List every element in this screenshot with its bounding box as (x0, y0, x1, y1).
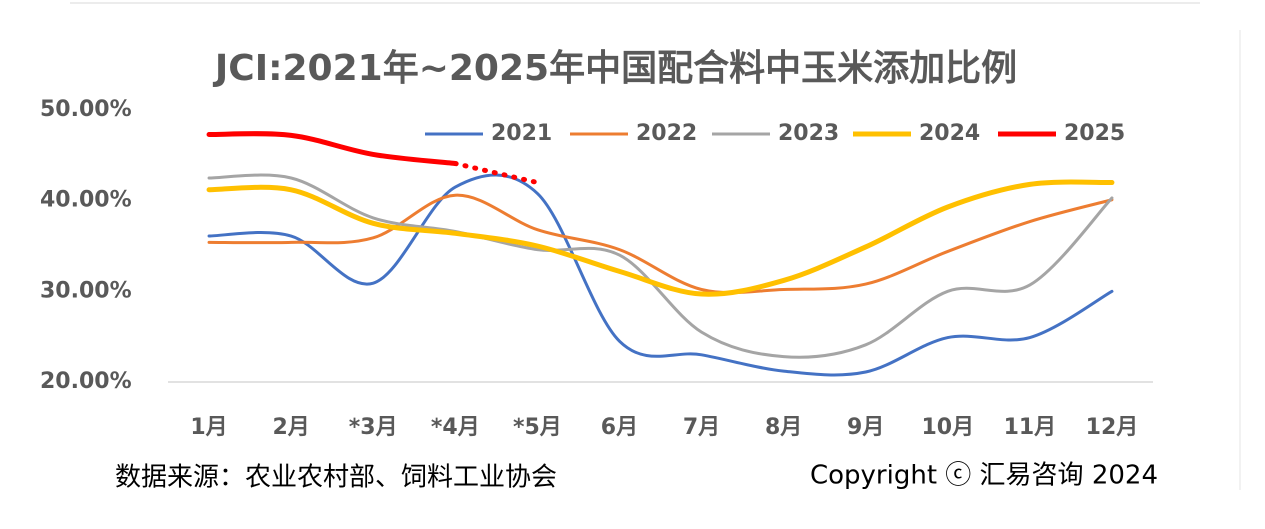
x-tick-label: 6月 (601, 415, 638, 440)
x-tick-label: 11月 (1004, 415, 1057, 440)
series-line (207, 173, 1114, 377)
x-tick-label: 2月 (272, 415, 309, 440)
y-tick-label: 30.00% (40, 278, 132, 303)
x-tick-label: 9月 (847, 415, 884, 440)
copyright: Copyright ⓒ 汇易咨询 2024 (810, 461, 1158, 491)
series-line (206, 131, 458, 166)
series-line (207, 193, 1114, 295)
series-line (206, 179, 1115, 297)
x-tick-label: 1月 (190, 415, 227, 440)
source: 数据来源：农业农村部、饲料工业协会 (115, 463, 557, 493)
x-tick-label: 8月 (765, 415, 802, 440)
legend-label: 2025 (1064, 121, 1125, 146)
y-tick-label: 50.00% (40, 97, 132, 122)
y-tick-label: 20.00% (40, 369, 132, 394)
legend-label: 2022 (636, 121, 697, 146)
x-tick-label: 10月 (921, 415, 974, 440)
series-line (207, 173, 1114, 359)
x-tick-label: *5月 (513, 415, 562, 440)
chart-title: JCI:2021年~2025年中国配合料中玉米添加比例 (212, 48, 1017, 89)
legend-label: 2024 (919, 121, 980, 146)
x-tick-label: *4月 (431, 415, 480, 440)
x-tick-label: *3月 (349, 415, 398, 440)
y-tick-label: 40.00% (40, 188, 132, 213)
x-tick-label: 12月 (1086, 415, 1139, 440)
series-line (452, 160, 540, 186)
legend-label: 2023 (778, 121, 839, 146)
x-tick-label: 7月 (683, 415, 720, 440)
legend-label: 2021 (491, 121, 552, 146)
